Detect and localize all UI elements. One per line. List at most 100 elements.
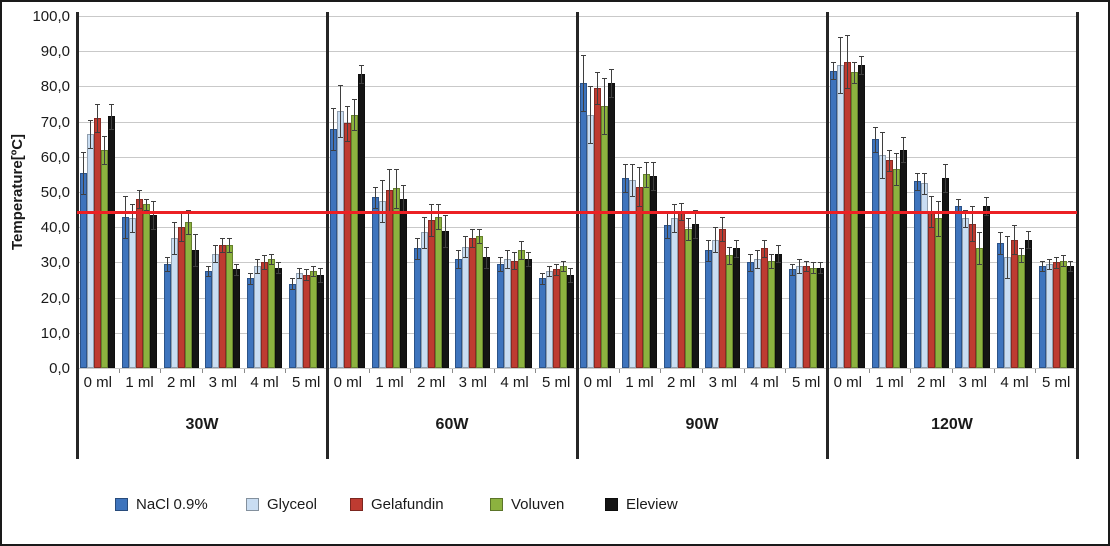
x-axis-tick xyxy=(993,369,995,373)
error-bar-cap-bottom xyxy=(88,148,94,149)
bar-120w-0-ml-nacl-0-9 xyxy=(830,70,838,368)
bar-30w-2-ml-eleview xyxy=(191,250,199,368)
y-axis-tick-label: 50,0 xyxy=(40,184,70,201)
error-bar-cap-bottom xyxy=(539,283,545,285)
error-bar xyxy=(319,267,321,282)
error-bar-cap-top xyxy=(526,251,531,253)
bar-90w-4-ml-eleview xyxy=(775,253,782,368)
bar-90w-3-ml-eleview xyxy=(733,248,741,368)
error-bar-cap-top xyxy=(831,61,837,63)
error-bar-cap-bottom xyxy=(331,149,337,151)
bar-90w-2-ml-voluven xyxy=(684,228,692,368)
error-bar xyxy=(458,250,460,268)
error-bar-cap-bottom xyxy=(164,271,170,273)
error-bar-cap-top xyxy=(317,267,323,269)
error-bar xyxy=(972,206,974,242)
legend-label: Glyceol xyxy=(267,496,318,513)
error-bar-cap-top xyxy=(310,265,316,267)
error-bar-cap-bottom xyxy=(1067,271,1073,273)
y-axis-line xyxy=(75,12,79,459)
error-bar-cap-bottom xyxy=(651,190,656,192)
error-bar-cap-top xyxy=(435,204,441,206)
error-bar xyxy=(1021,248,1022,263)
error-bar xyxy=(812,262,814,273)
error-bar xyxy=(694,209,696,238)
bar-120w-4-ml-eleview xyxy=(1025,239,1032,368)
bar-120w-3-ml-gelafundin xyxy=(969,223,977,368)
y-axis-tick-label: 90,0 xyxy=(40,43,70,61)
error-bar-cap-bottom xyxy=(296,278,302,280)
error-bar-cap-top xyxy=(845,35,851,37)
bar-30w-2-ml-gelafundin xyxy=(177,227,185,368)
error-bar-cap-top xyxy=(428,204,434,206)
error-bar xyxy=(590,86,592,143)
error-bar xyxy=(264,255,265,270)
error-bar-cap-bottom xyxy=(470,246,476,248)
category-label-30w-2-ml: 2 ml xyxy=(166,374,196,391)
error-bar xyxy=(840,37,842,94)
error-bar-cap-top xyxy=(755,250,760,252)
x-axis-tick xyxy=(660,369,662,373)
error-bar-cap-top xyxy=(192,234,198,236)
bar-30w-4-ml-eleview xyxy=(275,267,282,368)
error-bar-cap-top xyxy=(213,244,219,246)
error-bar xyxy=(646,162,647,187)
error-bar xyxy=(423,216,425,249)
error-bar xyxy=(1014,225,1015,254)
bar-60w-5-ml-nacl-0-9 xyxy=(538,278,546,368)
error-bar xyxy=(354,98,356,131)
bar-90w-0-ml-voluven xyxy=(601,105,609,368)
error-bar-cap-top xyxy=(776,244,781,246)
bar-120w-1-ml-eleview xyxy=(900,149,907,368)
error-bar-cap-top xyxy=(567,267,573,269)
error-bar-cap-bottom xyxy=(456,267,462,269)
error-bar-cap-bottom xyxy=(762,257,767,259)
bar-30w-3-ml-nacl-0-9 xyxy=(205,271,213,368)
bar-30w-4-ml-gelafundin xyxy=(261,262,268,368)
error-bar xyxy=(736,239,738,258)
x-axis-tick xyxy=(243,369,245,373)
error-bar-cap-bottom xyxy=(796,272,802,274)
category-label-30w-4-ml: 4 ml xyxy=(250,374,279,391)
error-bar-cap-bottom xyxy=(359,82,365,84)
error-bar xyxy=(604,77,606,134)
y-axis-tick-label: 80,0 xyxy=(40,78,70,96)
bar-60w-1-ml-eleview xyxy=(400,199,407,368)
bar-60w-0-ml-gelafundin xyxy=(344,123,352,368)
error-bar-cap-bottom xyxy=(914,190,920,192)
bar-30w-5-ml-nacl-0-9 xyxy=(288,283,296,368)
error-bar-cap-bottom xyxy=(380,221,385,223)
error-bar-cap-bottom xyxy=(803,271,809,273)
legend-swatch-voluven xyxy=(490,498,503,511)
bar-120w-2-ml-nacl-0-9 xyxy=(913,181,921,368)
panel-label-30w: 30W xyxy=(185,416,219,433)
error-bar-cap-top xyxy=(130,204,135,206)
bar-30w-0-ml-eleview xyxy=(108,116,116,368)
error-bar xyxy=(111,104,113,129)
error-bar-cap-top xyxy=(269,253,274,255)
error-bar xyxy=(222,237,224,252)
error-bar-cap-bottom xyxy=(310,276,316,278)
error-bar xyxy=(819,262,821,273)
error-bar xyxy=(389,169,390,212)
error-bar-cap-bottom xyxy=(817,272,823,274)
bar-120w-0-ml-gelafundin xyxy=(844,61,852,368)
error-bar-cap-bottom xyxy=(130,232,135,234)
error-bar-cap-top xyxy=(164,257,170,259)
error-bar xyxy=(666,213,668,238)
bar-60w-4-ml-gelafundin xyxy=(511,260,518,368)
error-bar-cap-top xyxy=(401,184,406,186)
error-bar xyxy=(312,265,314,277)
error-bar xyxy=(486,246,488,268)
category-label-90w-1-ml: 1 ml xyxy=(625,374,654,391)
error-bar-cap-bottom xyxy=(998,253,1003,255)
error-bar-cap-top xyxy=(769,253,774,255)
error-bar xyxy=(916,172,918,191)
error-bar-cap-top xyxy=(1067,260,1073,262)
error-bar-cap-bottom xyxy=(206,276,212,278)
error-bar-cap-bottom xyxy=(970,241,976,243)
bar-90w-3-ml-nacl-0-9 xyxy=(705,250,713,368)
bar-120w-1-ml-gelafundin xyxy=(886,160,893,368)
error-bar-cap-top xyxy=(171,221,177,223)
